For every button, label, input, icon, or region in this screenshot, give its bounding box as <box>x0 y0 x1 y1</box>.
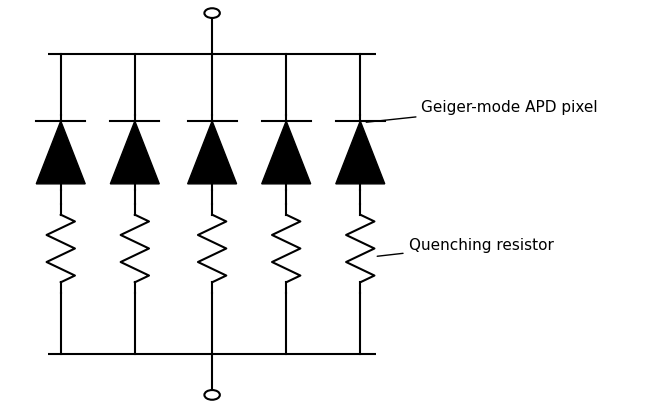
Polygon shape <box>111 122 159 184</box>
Polygon shape <box>336 122 385 184</box>
Text: Geiger-mode APD pixel: Geiger-mode APD pixel <box>366 100 598 123</box>
Polygon shape <box>36 122 85 184</box>
Circle shape <box>204 390 220 400</box>
Circle shape <box>204 9 220 19</box>
Polygon shape <box>262 122 311 184</box>
Polygon shape <box>188 122 237 184</box>
Text: Quenching resistor: Quenching resistor <box>377 237 553 256</box>
